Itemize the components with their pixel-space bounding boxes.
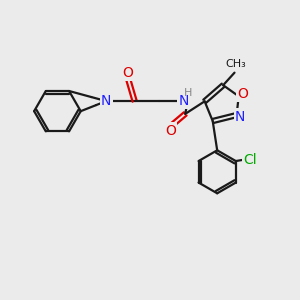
Text: O: O [165,124,176,138]
Text: O: O [123,66,134,80]
Text: H: H [184,88,192,98]
Text: O: O [237,87,248,101]
Text: Cl: Cl [243,153,257,166]
Text: N: N [101,94,111,108]
Text: N: N [235,110,245,124]
Text: CH₃: CH₃ [226,59,246,69]
Text: N: N [178,94,189,108]
